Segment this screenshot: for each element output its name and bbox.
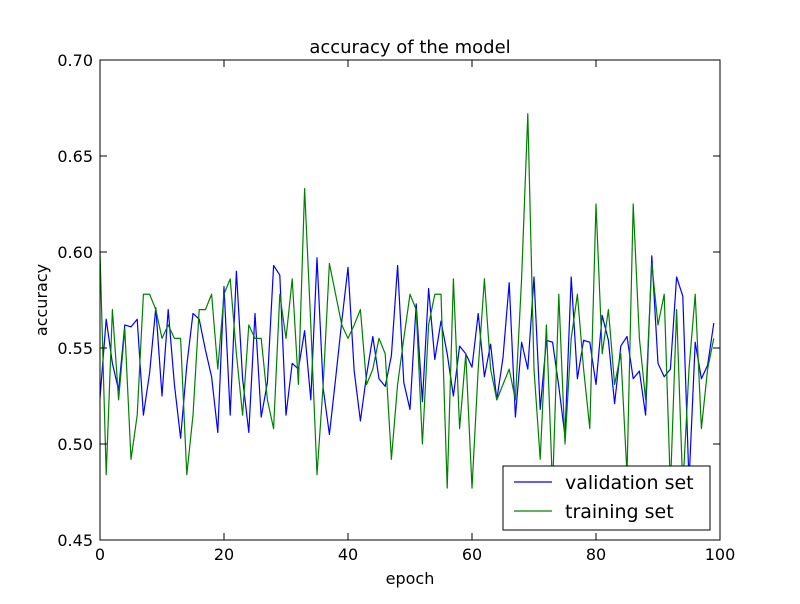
x-tick-label: 20: [214, 545, 234, 564]
series-layer: [100, 113, 715, 489]
x-tick-label: 60: [462, 545, 482, 564]
series-line-validation-set: [100, 255, 715, 483]
y-tick-label: 0.60: [57, 243, 93, 262]
chart-title: accuracy of the model: [309, 37, 510, 58]
y-tick-label: 0.55: [57, 339, 93, 358]
tick-layer: 0 20 40 60 80 100 0.45 0.50 0.55 0.60 0.65 0.70: [57, 51, 735, 564]
legend-frame: [502, 465, 711, 531]
x-axis-label: epoch: [386, 569, 435, 588]
y-tick-label: 0.50: [57, 435, 93, 454]
plot-area: [100, 60, 720, 540]
x-tick-label: 100: [705, 545, 736, 564]
y-tick-label: 0.65: [57, 147, 93, 166]
plot-frame: [99, 59, 721, 541]
y-tick-label: 0.70: [57, 51, 93, 70]
x-tick-label: 40: [338, 545, 358, 564]
legend: validation set training set: [502, 465, 711, 531]
x-tick-label: 80: [586, 545, 606, 564]
y-tick-label: 0.45: [57, 531, 93, 550]
x-tick-label: 0: [95, 545, 105, 564]
legend-label-validation: validation set: [565, 472, 694, 494]
y-axis-label: accuracy: [32, 264, 51, 336]
legend-label-training: training set: [565, 501, 674, 523]
series-line-training-set: [100, 113, 715, 489]
